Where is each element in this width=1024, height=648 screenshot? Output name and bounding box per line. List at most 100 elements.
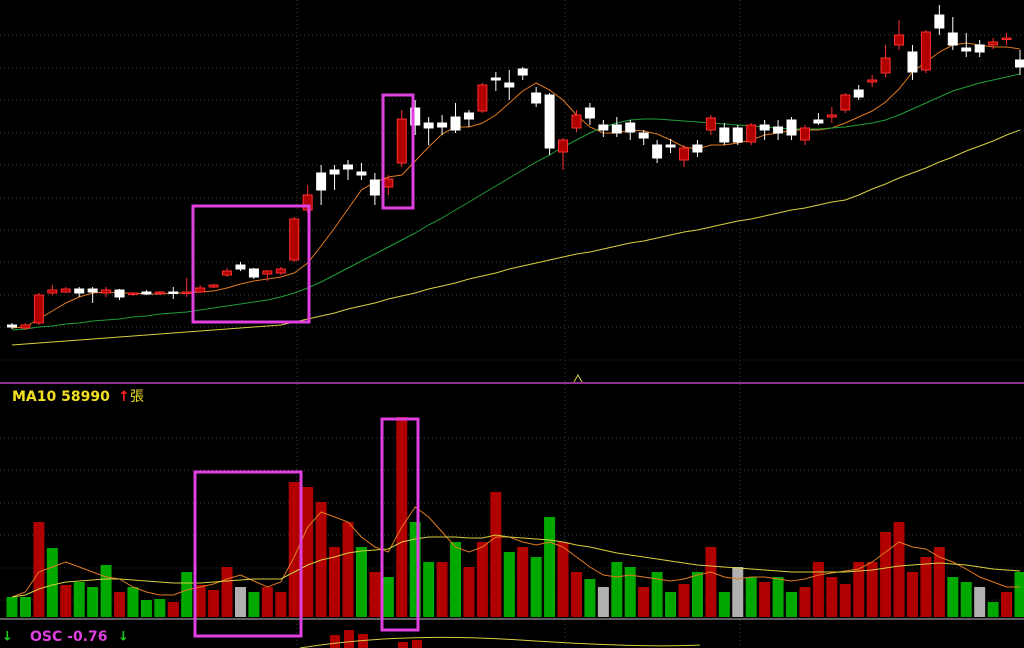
candle-body [396,118,407,164]
candle-body [611,124,622,134]
volume-bar [423,562,435,617]
candle-body [947,32,958,46]
candle-body [141,291,152,295]
candle-body [87,288,98,293]
candle-body [746,124,757,143]
volume-bar [799,587,811,617]
volume-bar [261,587,273,617]
candle-body [719,127,730,143]
volume-bar [786,592,798,617]
candle-body [920,31,931,71]
candle-body [880,57,891,74]
candle-body [356,171,367,176]
volume-bar [732,567,744,617]
candle-body [679,147,689,161]
volume-bar [409,522,421,617]
candle-body [47,289,58,294]
volume-bar [450,542,462,617]
volume-title: MA10 58990 [12,389,110,405]
volume-bar [960,582,972,617]
volume-bar [759,582,771,617]
candle-body [289,218,300,261]
volume-bar [87,587,99,617]
candle-body [504,82,515,88]
candle-body [894,34,905,46]
osc-bar [412,640,422,648]
marker [573,373,583,383]
candle-body [450,116,461,131]
volume-bar [866,562,878,617]
volume-bar [826,577,838,617]
highlight-box [381,93,415,210]
candle-body [7,324,17,328]
volume-bar [503,552,515,617]
volume-bar [342,522,354,617]
volume-bar [100,565,112,617]
volume-bar [772,577,784,617]
ma-line [11,129,1021,346]
volume-bar [33,522,45,617]
candle-body [934,14,945,29]
candle-body [235,264,246,270]
volume-bar [920,557,932,617]
candle-body [853,89,864,98]
candle-body [275,268,286,274]
candle-body [490,77,501,81]
candle-body [692,144,703,153]
highlight-box [191,204,311,324]
candle-body [584,107,595,119]
volume-bar [154,599,166,617]
candle-body [154,291,165,294]
volume-bar [517,547,529,617]
volume-bar [181,572,193,617]
volume-bar [19,597,31,617]
highlight-box [380,417,420,632]
volume-bar [60,585,72,617]
candle-body [33,294,44,324]
candle-body [840,94,851,111]
ma-line [11,42,1021,329]
volume-bar [880,532,892,617]
ma-line [11,506,1020,598]
candle-body [20,324,31,329]
candle-body [638,132,649,139]
volume-bar [288,482,300,617]
volume-pane [6,417,1024,617]
candle-body [759,124,770,131]
volume-bar [718,592,730,617]
candle-body [168,291,179,294]
volume-bar [584,579,596,617]
candle-body [437,122,448,128]
volume-bar [947,577,959,617]
volume-bar [463,567,475,617]
candle-body [732,127,743,143]
volume-bar [436,562,448,617]
volume-bar [974,587,986,617]
volume-bar [611,562,623,617]
volume-bar [234,587,246,617]
candle-body [867,79,878,83]
osc-bar [344,630,354,648]
volume-bar [678,584,690,617]
volume-bar [1001,592,1013,617]
candle-body [369,179,380,196]
volume-unit: 張 [130,389,144,405]
osc-bar [398,642,408,648]
osc-line [299,636,701,648]
volume-bar [127,587,139,617]
osc-bar [330,635,340,648]
volume-bar [476,542,488,617]
volume-bar [382,577,394,617]
candle-body [343,164,353,170]
volume-bar [6,597,18,617]
osc-label: OSC -0.76 [30,629,108,645]
candle-body [74,288,85,294]
highlight-box [193,470,303,638]
candle-body [127,292,138,295]
volume-bar [208,590,220,617]
osc-pane: ↓ OSC -0.76 ↓ [2,629,701,648]
ma-line [11,73,1021,331]
candle-body [961,47,972,52]
